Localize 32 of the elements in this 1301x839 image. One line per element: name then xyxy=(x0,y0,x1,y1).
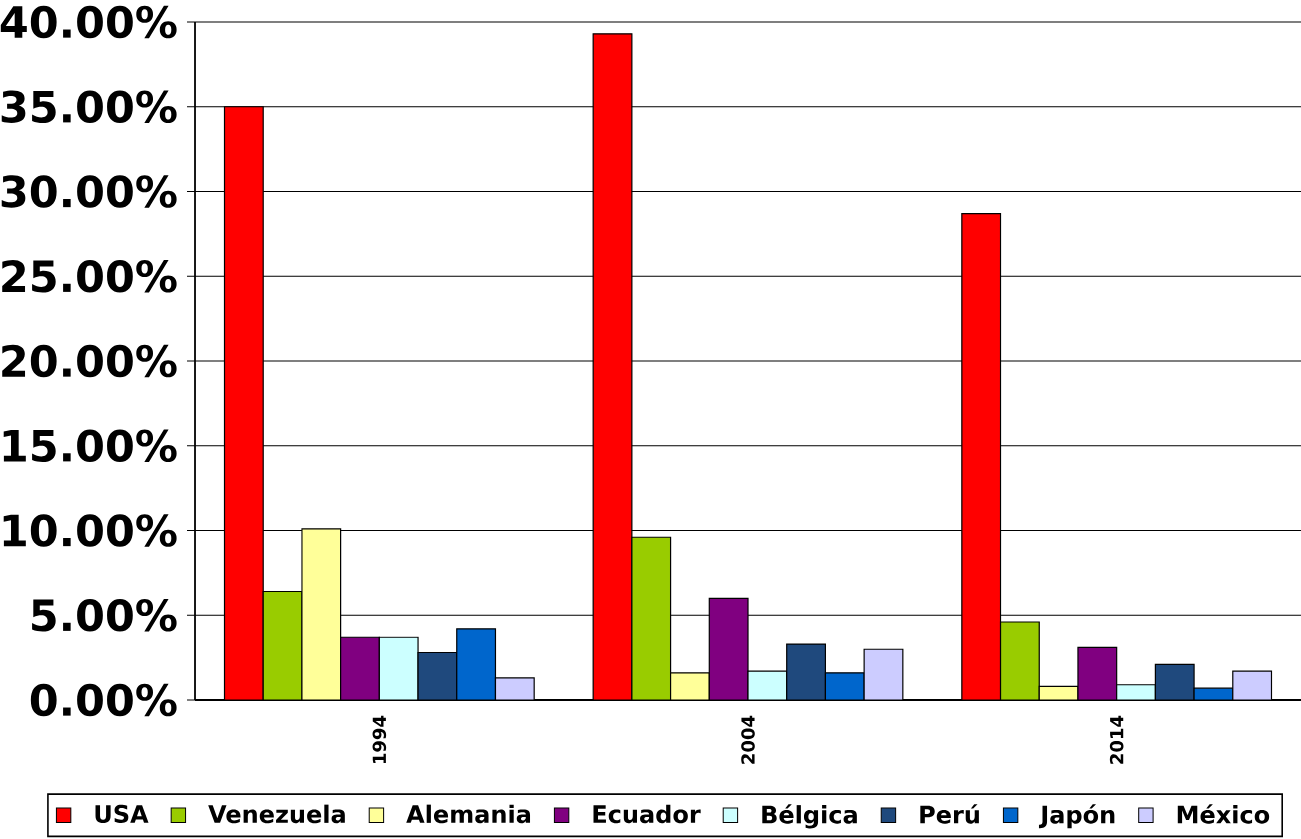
bar xyxy=(262,590,303,700)
y-tick-label: 30.00% xyxy=(1,175,177,208)
legend-label: Bélgica xyxy=(762,804,857,829)
x-tick-label: 1994 xyxy=(372,715,387,764)
bar xyxy=(669,672,710,700)
legend-label: USA xyxy=(95,804,149,823)
x-tick-label: 2004 xyxy=(741,715,755,764)
bar xyxy=(786,643,827,700)
bar xyxy=(301,528,342,700)
y-tick-label: 20.00% xyxy=(2,344,177,378)
y-tick-label: 40.00% xyxy=(0,5,177,39)
x-tick-label: 2014 xyxy=(1109,715,1124,764)
legend-label: México xyxy=(1177,804,1270,824)
y-tick-label: 10.00% xyxy=(3,514,177,547)
bar xyxy=(1077,646,1118,700)
bar xyxy=(631,536,672,700)
y-tick-label: 35.00% xyxy=(1,90,177,123)
y-tick-label: 0.00% xyxy=(30,683,177,717)
bar xyxy=(340,636,380,700)
bar xyxy=(999,621,1040,700)
legend-label: Ecuador xyxy=(593,804,701,824)
bar xyxy=(417,651,458,700)
y-tick-label: 25.00% xyxy=(2,259,177,293)
bar xyxy=(1154,663,1195,700)
bar xyxy=(456,628,497,700)
legend-label: Alemania xyxy=(406,804,531,824)
legend-label: Venezuela xyxy=(208,804,345,824)
legend-label: Perú xyxy=(920,804,979,824)
y-tick-label: 15.00% xyxy=(3,429,177,462)
bar xyxy=(708,597,749,700)
legend-label: Japón xyxy=(1038,804,1115,829)
y-tick-label: 5.00% xyxy=(32,598,177,632)
